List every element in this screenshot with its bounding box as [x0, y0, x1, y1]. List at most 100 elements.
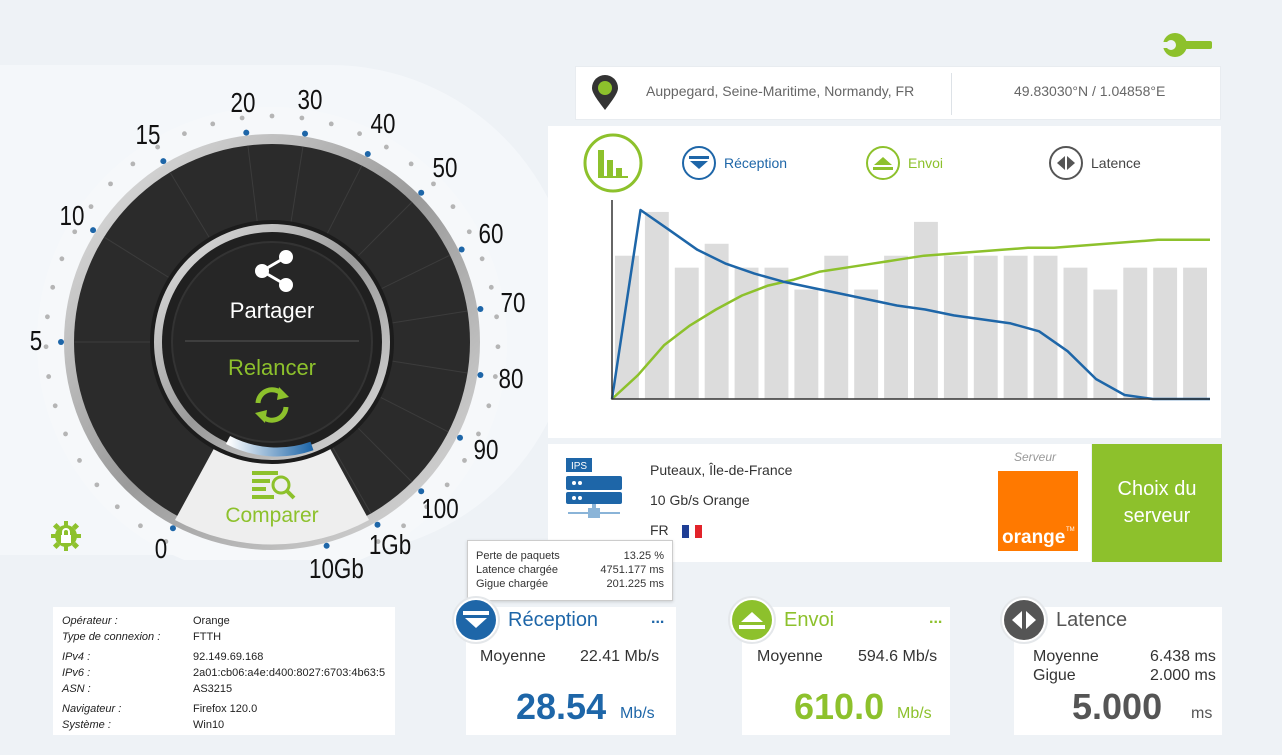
- download-speed-unit: Mb/s: [620, 705, 655, 722]
- gauge-dot: [59, 256, 65, 262]
- chart-bar: [943, 255, 968, 399]
- gauge-tick-marker: [374, 521, 381, 528]
- gauge-dot: [383, 144, 389, 150]
- chart-bar: [1123, 267, 1148, 399]
- chart-bar: [1183, 267, 1207, 399]
- gauge-dot: [444, 482, 450, 488]
- download-legend-icon: [682, 146, 716, 180]
- gauge-sector-line: [326, 165, 363, 234]
- gauge-dot: [299, 115, 305, 121]
- info-row-asn: ASN : AS3215: [62, 683, 233, 695]
- latency-circle-icon: [1000, 596, 1048, 644]
- upload-more-button[interactable]: ...: [929, 610, 943, 627]
- gauge-tick-label: 100: [421, 493, 459, 525]
- gauge-sector-line: [392, 360, 468, 374]
- gauge-tick-label: 80: [498, 362, 524, 394]
- gauge-dot: [450, 204, 456, 210]
- orange-logo-tm: TM: [1066, 527, 1075, 533]
- gauge-dot: [239, 115, 245, 121]
- share-button[interactable]: Partager: [229, 298, 315, 323]
- speed-chart-panel: Réception Envoi Latence: [548, 126, 1221, 438]
- legend-upload-label: Envoi: [908, 155, 944, 171]
- chart-bar: [794, 289, 819, 399]
- legend-upload[interactable]: Envoi: [866, 146, 943, 180]
- chart-bar: [704, 243, 729, 399]
- chart-bar: [884, 255, 908, 399]
- wrench-icon[interactable]: [1160, 30, 1216, 60]
- gauge-dot: [424, 504, 430, 510]
- connection-info-panel: Opérateur : Orange Type de connexion : FTT…: [53, 607, 395, 735]
- download-more-button[interactable]: ...: [651, 610, 665, 627]
- share-icon[interactable]: [252, 249, 296, 293]
- chart-bar: [1033, 255, 1058, 399]
- gauge-tick-marker: [477, 372, 484, 379]
- info-row-ipv6: IPv6 :2a01:cb06:a4e:d400:8027:6703:4b63:…: [62, 667, 386, 679]
- divider: [951, 73, 952, 115]
- gauge-tick-marker: [58, 339, 64, 345]
- gauge-dot: [401, 523, 406, 529]
- choose-server-button[interactable]: Choix du serveur: [1092, 444, 1222, 562]
- latency-legend-icon: [1049, 146, 1083, 180]
- gauge-dot: [94, 482, 100, 488]
- gauge-sector-line: [357, 427, 413, 483]
- gauge-dot: [45, 314, 50, 320]
- client-coordinates: 49.83030°N / 1.04858°E: [1014, 83, 1166, 99]
- restart-button[interactable]: Relancer: [227, 355, 317, 380]
- gauge-tick-marker: [169, 525, 176, 532]
- gauge-tick-label: 10Gb: [309, 552, 364, 584]
- gauge-tick-marker: [302, 130, 309, 137]
- chart-bar: [854, 289, 879, 399]
- chart-bar: [734, 267, 759, 399]
- legend-download[interactable]: Réception: [682, 146, 787, 180]
- gauge-tick-label: 60: [478, 218, 504, 250]
- compare-icon[interactable]: [250, 468, 296, 500]
- server-country: FR: [650, 522, 669, 538]
- chart-icon[interactable]: [582, 132, 644, 194]
- gauge-dot: [269, 113, 275, 119]
- gauge-dot: [63, 431, 68, 437]
- gauge-dot: [488, 284, 494, 290]
- gauge-dot: [88, 204, 94, 210]
- gauge-tick-marker: [90, 227, 97, 234]
- gauge-sector-line: [290, 146, 304, 222]
- gauge-dot: [375, 539, 381, 544]
- info-row-ipv4: IPv4 :92.149.69.168: [62, 651, 264, 663]
- france-flag-icon: [682, 525, 702, 538]
- gauge-dot: [138, 523, 143, 529]
- latency-avg-label: Moyenne: [1033, 648, 1099, 665]
- gauge-dot: [431, 181, 436, 187]
- gauge-tick-label: 40: [370, 107, 396, 139]
- gauge-sector-line: [392, 310, 468, 324]
- gauge-dot: [492, 374, 498, 379]
- gauge-dot: [479, 256, 485, 262]
- gauge-sector-line: [380, 396, 449, 433]
- upload-card-header: Envoi: [728, 596, 834, 644]
- server-label: Serveur: [1014, 450, 1057, 464]
- loaded-latency-tooltip: Perte de paquets 13.25 % Latence chargée 4…: [467, 540, 673, 601]
- download-card: Moyenne 22.41 Mb/s 28.54 Mb/s: [466, 607, 676, 735]
- download-card-title: Réception: [508, 608, 599, 631]
- gauge-dot: [494, 314, 499, 320]
- server-icon: IPS: [566, 458, 622, 518]
- chart-bar: [1063, 267, 1088, 399]
- server-city: Puteaux, Île-de-France: [650, 462, 793, 478]
- upload-avg-value: 594.6 Mb/s: [858, 648, 938, 665]
- gauge-tick-label: 10: [59, 199, 85, 231]
- info-row-browser: Navigateur : Firefox 120.0: [62, 703, 258, 715]
- latency-card-title: Latence: [1056, 608, 1128, 631]
- compare-button[interactable]: Comparer: [225, 504, 319, 527]
- chart-bar: [615, 255, 639, 399]
- download-avg-value: 22.41 Mb/s: [580, 648, 660, 665]
- gauge-dot: [155, 144, 161, 150]
- gauge-tick-label: 50: [432, 152, 457, 184]
- gauge-tick-label: 30: [297, 84, 323, 115]
- chart-bar: [644, 211, 669, 399]
- gauge-dot: [466, 229, 472, 235]
- chart-bar: [1003, 255, 1028, 399]
- lock-gear-icon[interactable]: [51, 521, 81, 551]
- gauge-tick-marker: [418, 189, 425, 196]
- refresh-icon[interactable]: [252, 385, 292, 425]
- tooltip-row: Latence chargée 4751.177 ms: [476, 564, 664, 576]
- gauge-tick-marker: [458, 246, 465, 253]
- legend-latency[interactable]: Latence: [1049, 146, 1141, 180]
